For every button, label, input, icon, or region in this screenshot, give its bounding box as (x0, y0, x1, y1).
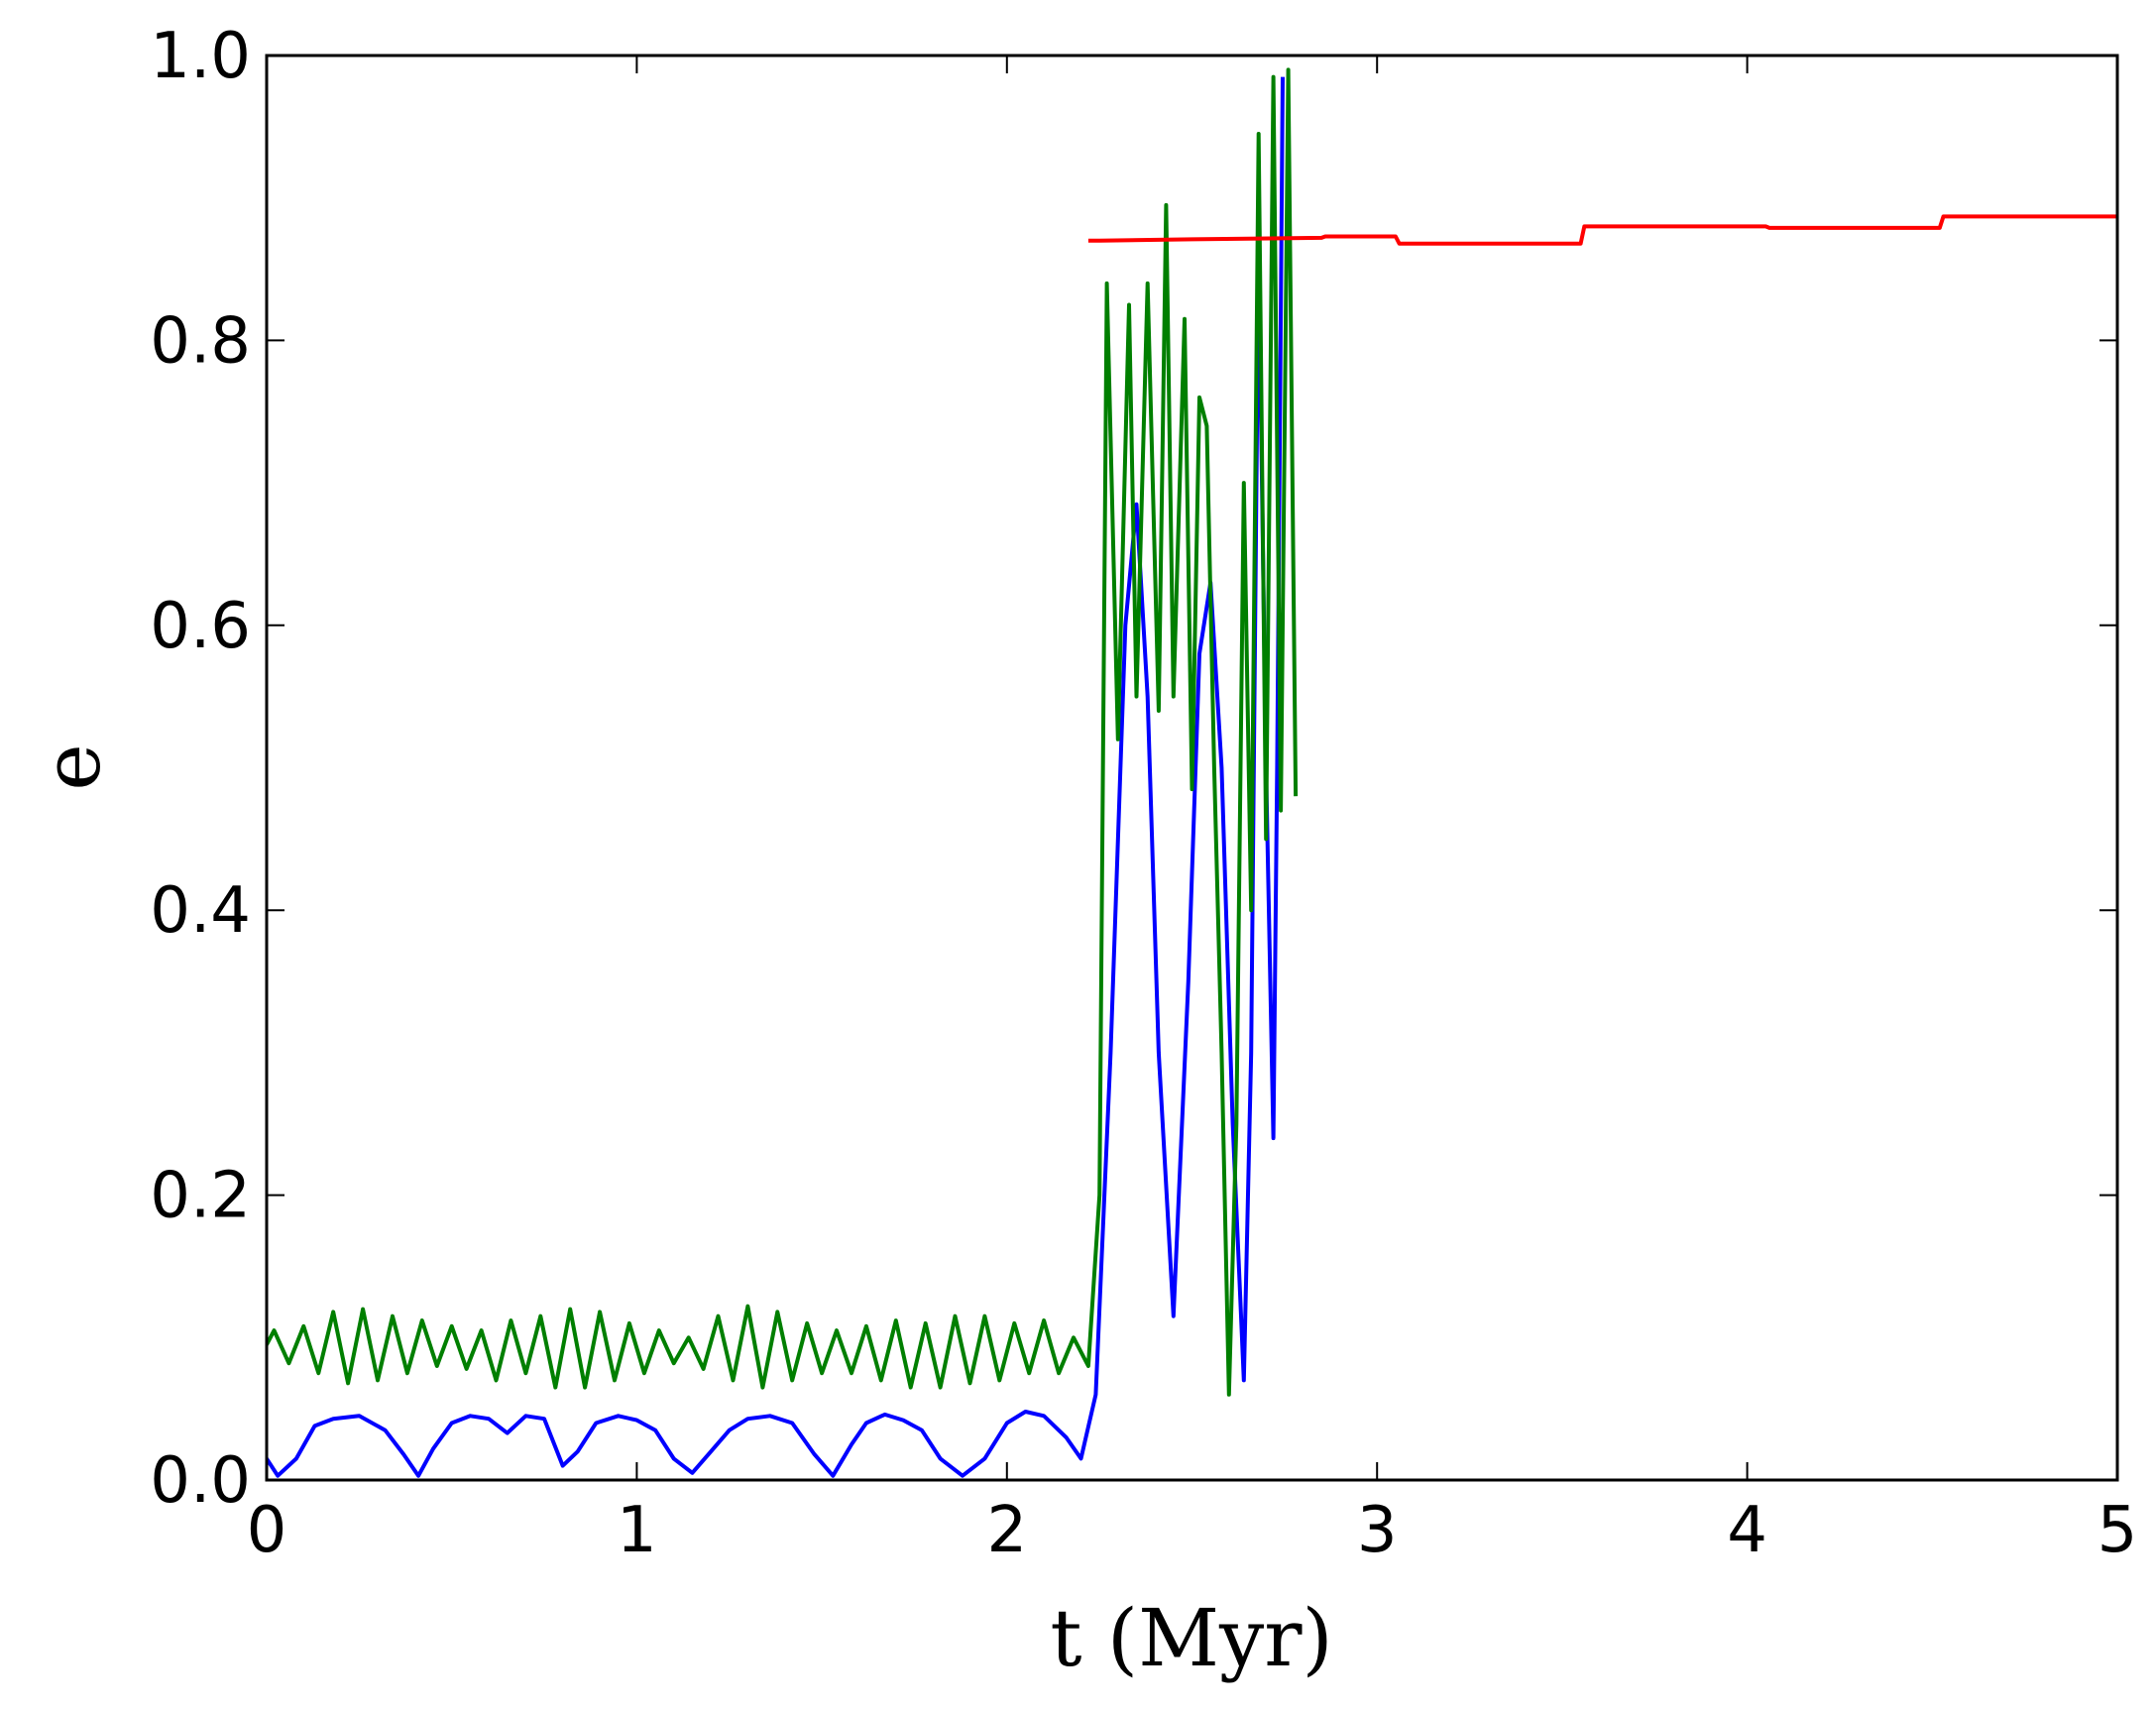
y-tick-label: 1.0 (150, 20, 251, 93)
series-line-3 (1087, 214, 2117, 246)
y-tick-label: 0.8 (150, 304, 251, 378)
x-tick-label: 5 (2098, 1494, 2138, 1567)
y-tick-label: 0.0 (150, 1444, 251, 1518)
x-tick-label: 2 (986, 1494, 1027, 1567)
y-axis-label: e (26, 743, 118, 790)
tick-labels-layer: 0 1 2 3 4 5 0.0 0.2 0.4 0.6 0.8 1.0 (150, 20, 2137, 1567)
series-line-1 (267, 76, 1285, 1478)
x-tick-label: 0 (247, 1494, 287, 1567)
x-axis-label: t (Myr) (1050, 1592, 1332, 1684)
y-tick-label: 0.6 (150, 590, 251, 663)
series-line-2 (267, 67, 1299, 1397)
x-tick-label: 3 (1357, 1494, 1398, 1567)
series-layer (267, 67, 2117, 1478)
plot-frame (265, 54, 2119, 1482)
x-tick-label: 1 (617, 1494, 657, 1567)
y-tick-label: 0.2 (150, 1160, 251, 1233)
y-tick-label: 0.4 (150, 874, 251, 948)
x-tick-label: 4 (1727, 1494, 1767, 1567)
